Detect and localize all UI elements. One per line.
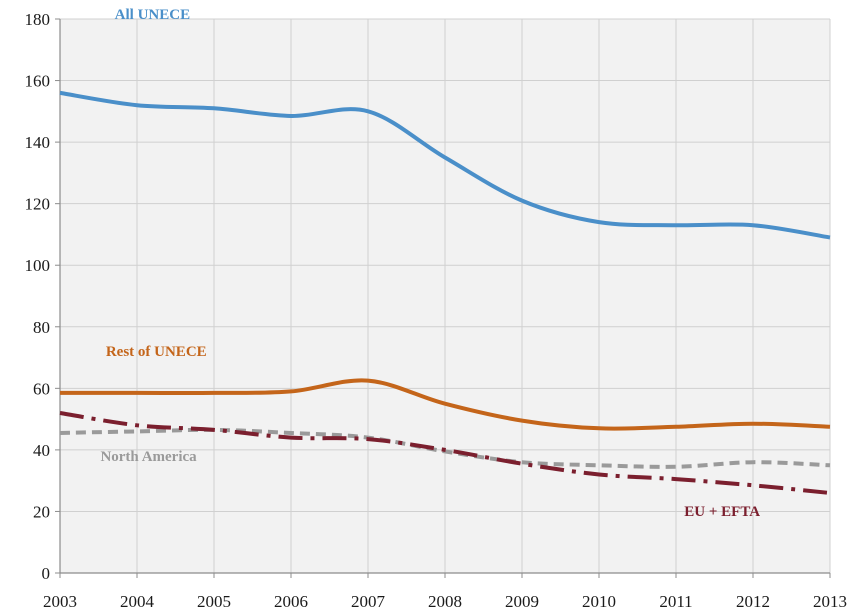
series-lines: [59, 90, 831, 495]
x-tick-label: 2013: [813, 592, 847, 611]
series-line-eu-efta: [59, 411, 831, 495]
y-tick-label: 100: [25, 256, 51, 275]
x-tick-label: 2012: [736, 592, 770, 611]
y-tick-label: 160: [25, 72, 51, 91]
x-tick-label: 2010: [582, 592, 616, 611]
series-label-all-unece: All UNECE: [115, 7, 190, 23]
series-label-eu-efta: EU + EFTA: [684, 504, 760, 520]
x-tick-label: 2007: [351, 592, 386, 611]
gridlines: [60, 18, 831, 573]
y-tick-label: 80: [33, 318, 50, 337]
x-tick-label: 2011: [659, 592, 692, 611]
y-tick-label: 180: [25, 10, 51, 29]
y-tick-label: 60: [33, 379, 50, 398]
series-line-rest-of-unece: [59, 378, 831, 431]
x-tick-label: 2008: [428, 592, 462, 611]
x-tick-label: 2006: [274, 592, 308, 611]
axes: 0 20 40 60 80 100 120 140 160 180 2003 2004 2005 2006…: [25, 10, 848, 611]
x-tick-label: 2003: [43, 592, 77, 611]
y-tick-label: 20: [33, 502, 50, 521]
x-tick-label: 2009: [505, 592, 539, 611]
y-tick-label: 40: [33, 441, 50, 460]
x-tick-label: 2004: [120, 592, 155, 611]
y-tick-label: 120: [25, 195, 51, 214]
series-line-all-unece: [59, 90, 831, 240]
y-tick-label: 140: [25, 133, 51, 152]
x-tick-label: 2005: [197, 592, 231, 611]
series-label-north-america: North America: [100, 449, 197, 465]
series-label-rest-of-unece: Rest of UNECE: [106, 344, 207, 360]
series-labels: All UNECE Rest of UNECE North America EU + …: [100, 7, 760, 520]
y-tick-label: 0: [42, 564, 51, 583]
